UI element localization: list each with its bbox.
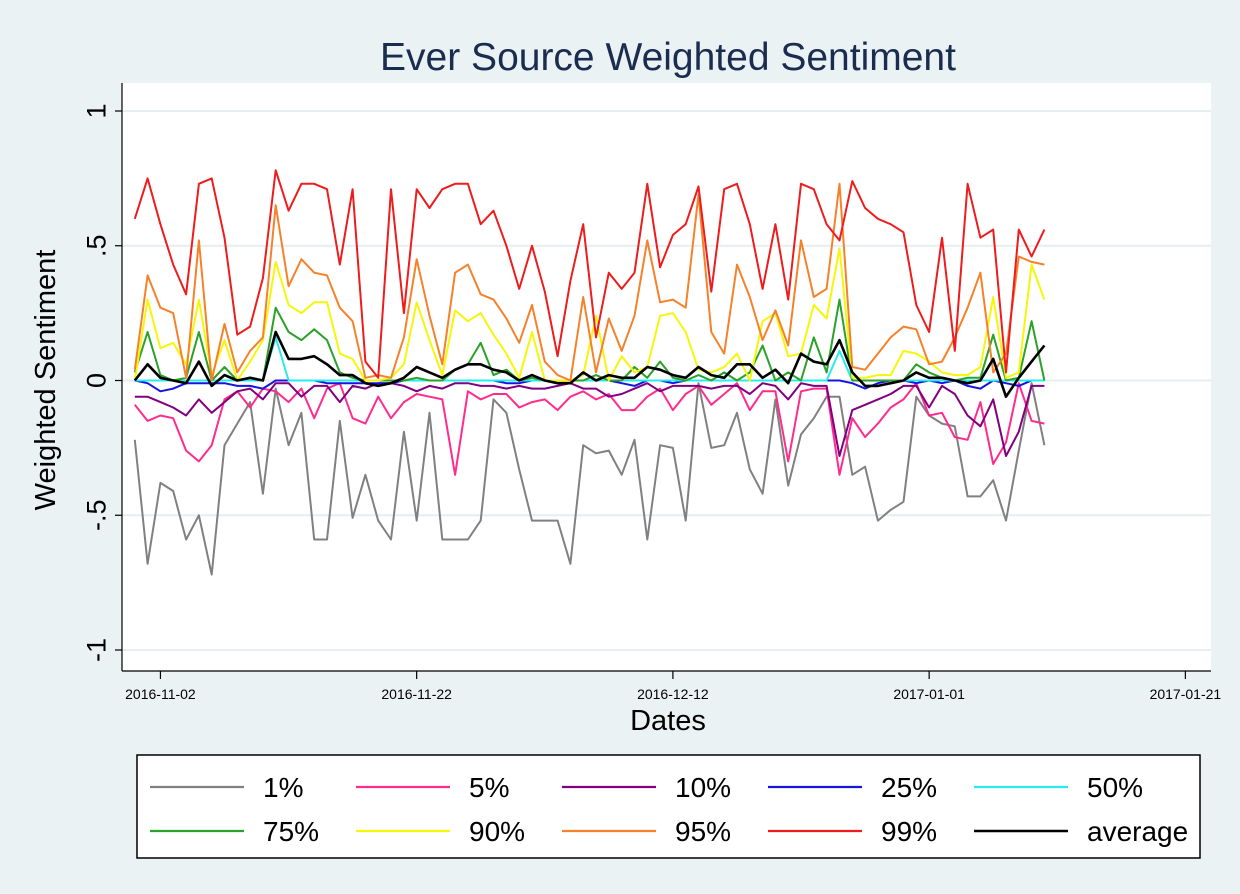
- x-tick-label: 2016-11-22: [381, 686, 452, 702]
- y-tick-label: .5: [81, 234, 111, 257]
- legend-label: 25%: [881, 772, 937, 803]
- y-tick-label: 1: [81, 103, 111, 118]
- y-tick-label: -1: [81, 638, 111, 662]
- legend-label: average: [1087, 816, 1188, 847]
- series-line-99pct: [133, 169, 1046, 379]
- legend-label: 10%: [675, 772, 731, 803]
- legend-label: 95%: [675, 816, 731, 847]
- legend-label: 99%: [881, 816, 937, 847]
- legend-label: 75%: [263, 816, 319, 847]
- legend-box: [136, 754, 1201, 859]
- x-tick-label: 2017-01-21: [1150, 686, 1222, 702]
- y-axis-title: Weighted Sentiment: [30, 250, 62, 511]
- axes: -1 -.5 0 .5 1 2016-11-02 2016-11-22 2016-12-12 2…: [81, 83, 1221, 702]
- series-line-5pct: [134, 382, 1045, 476]
- legend-label: 50%: [1087, 772, 1143, 803]
- y-tick-label: 0: [81, 373, 111, 388]
- series-line-10pct: [134, 382, 1045, 457]
- chart-title: Ever Source Weighted Sentiment: [380, 36, 956, 79]
- series-lines: [133, 169, 1046, 576]
- x-tick-label: 2016-11-02: [125, 686, 196, 702]
- x-axis-title: Dates: [630, 705, 706, 737]
- legend-label: 5%: [469, 772, 509, 803]
- x-tick-label: 2017-01-01: [893, 686, 965, 702]
- legend: 1% 5% 10% 25% 50% 75% 90% 95% 99% average: [150, 772, 1188, 847]
- series-line-average: [133, 330, 1046, 399]
- series-line-1pct: [133, 382, 1046, 576]
- legend-label: 1%: [263, 772, 303, 803]
- plot-area: [122, 83, 1211, 671]
- legend-label: 90%: [469, 816, 525, 847]
- series-line-90pct: [133, 247, 1046, 382]
- x-tick-label: 2016-12-12: [637, 686, 709, 702]
- y-tick-label: -.5: [81, 499, 111, 531]
- series-line-95pct: [133, 182, 1045, 382]
